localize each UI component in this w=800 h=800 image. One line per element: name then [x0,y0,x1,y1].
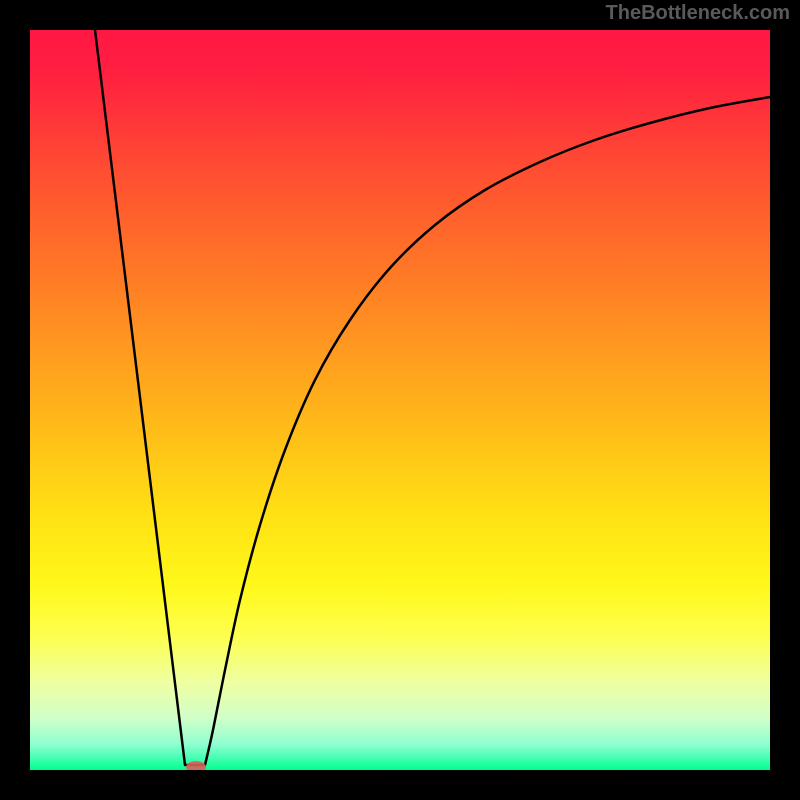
attribution-text: TheBottleneck.com [606,2,790,25]
attribution-label: TheBottleneck.com [606,2,790,24]
plot-area [30,30,770,770]
bottleneck-curve [95,30,770,765]
curve-layer [30,30,770,770]
trough-marker [186,761,206,770]
chart-container: TheBottleneck.com [0,0,800,800]
